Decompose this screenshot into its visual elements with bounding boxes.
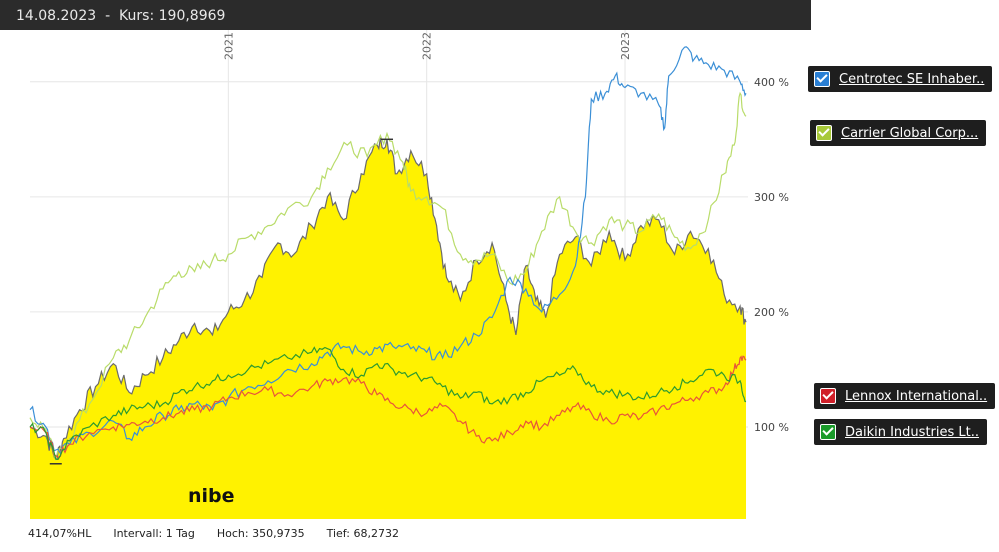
daikin-line bbox=[29, 346, 747, 461]
header-bar: 14.08.2023 - Kurs: 190,8969 bbox=[0, 0, 811, 30]
lennox-line bbox=[29, 355, 747, 458]
footer-low: Tief: 68,2732 bbox=[326, 526, 399, 540]
carrier-line bbox=[29, 91, 747, 461]
checkbox-checked-icon[interactable] bbox=[820, 424, 836, 440]
footer-high: Hoch: 350,9735 bbox=[216, 526, 305, 540]
centrotec-line bbox=[29, 46, 747, 456]
y-tick-label: 300 % bbox=[754, 191, 789, 204]
nibe-area bbox=[30, 137, 747, 520]
footer-interval: Intervall: 1 Tag bbox=[113, 526, 195, 540]
legend-label[interactable]: Centrotec SE Inhaber.. bbox=[839, 71, 985, 87]
footer-stats: 414,07%HL Intervall: 1 Tag Hoch: 350,973… bbox=[28, 522, 399, 544]
checkbox-checked-icon[interactable] bbox=[814, 71, 830, 87]
x-year-label: 2022 bbox=[421, 32, 434, 60]
header-separator: - bbox=[105, 8, 111, 24]
legend-item-lennox[interactable]: Lennox International.. bbox=[814, 383, 996, 409]
header-info: 14.08.2023 - Kurs: 190,8969 bbox=[16, 8, 225, 24]
checkbox-checked-icon[interactable] bbox=[820, 388, 836, 404]
header-date: 14.08.2023 bbox=[16, 8, 97, 24]
footer-change: 414,07%HL bbox=[28, 526, 92, 540]
price-chart[interactable]: 100 % 200 % 300 % 400 % 2021 2022 2023 nibe bbox=[0, 30, 811, 522]
series-label-nibe: nibe bbox=[188, 485, 235, 507]
checkbox-checked-icon[interactable] bbox=[816, 125, 832, 141]
legend-label[interactable]: Carrier Global Corp... bbox=[841, 125, 979, 141]
legend-item-carrier[interactable]: Carrier Global Corp... bbox=[810, 120, 987, 146]
y-tick-label: 100 % bbox=[754, 421, 789, 434]
plot-area: 100 % 200 % 300 % 400 % 2021 2022 2023 nibe bbox=[29, 30, 789, 520]
legend-item-daikin[interactable]: Daikin Industries Lt.. bbox=[814, 419, 987, 445]
header-price-value: 190,8969 bbox=[158, 8, 226, 24]
legend-item-centrotec[interactable]: Centrotec SE Inhaber.. bbox=[808, 66, 993, 92]
x-year-label: 2023 bbox=[619, 32, 632, 60]
legend-label[interactable]: Lennox International.. bbox=[845, 388, 988, 404]
y-tick-label: 400 % bbox=[754, 76, 789, 89]
x-year-label: 2021 bbox=[222, 32, 235, 60]
header-price-label: Kurs: bbox=[119, 8, 155, 24]
y-tick-label: 200 % bbox=[754, 306, 789, 319]
legend-label[interactable]: Daikin Industries Lt.. bbox=[845, 424, 979, 440]
